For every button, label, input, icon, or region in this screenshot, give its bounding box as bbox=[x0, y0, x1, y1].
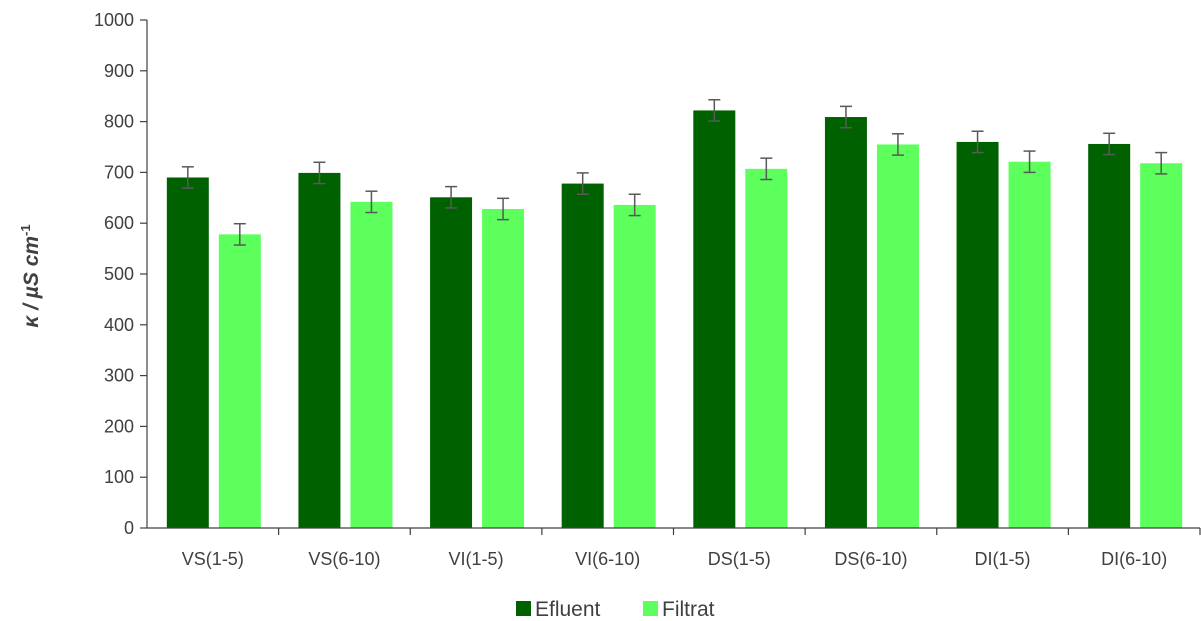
x-axis: VS(1-5) VS(6-10) VI(1-5) VI(6-10) DS(1-5) DS(… bbox=[147, 527, 1201, 569]
legend-swatch-filtrat bbox=[643, 601, 658, 616]
x-tick-label: DI(6-10) bbox=[1101, 549, 1167, 569]
x-tick-label: VI(6-10) bbox=[575, 549, 640, 569]
bar-efluent bbox=[166, 177, 209, 529]
y-axis-title: κ / µS cm-1 bbox=[18, 224, 43, 327]
y-tick-label: 100 bbox=[104, 467, 134, 487]
bar-filtrat bbox=[1008, 161, 1051, 528]
bar-filtrat bbox=[1140, 163, 1183, 529]
legend: Efluent Filtrat bbox=[516, 598, 715, 621]
bar-efluent bbox=[561, 183, 604, 529]
x-tick-label: DI(1-5) bbox=[975, 549, 1031, 569]
y-tick-label: 900 bbox=[104, 61, 134, 81]
bar-filtrat bbox=[876, 144, 919, 528]
x-tick-label: VS(6-10) bbox=[308, 549, 380, 569]
bar-filtrat bbox=[350, 201, 393, 528]
bar-filtrat bbox=[482, 208, 525, 528]
y-axis-title-main: κ / µS cm bbox=[20, 236, 43, 328]
bar-efluent bbox=[298, 172, 341, 528]
bar-filtrat bbox=[613, 204, 656, 529]
y-tick-label: 600 bbox=[104, 213, 134, 233]
x-tick-label: DS(6-10) bbox=[834, 549, 907, 569]
bar-efluent bbox=[693, 110, 736, 528]
y-tick-label: 700 bbox=[104, 162, 134, 182]
x-tick-label: VS(1-5) bbox=[182, 549, 244, 569]
legend-label-efluent: Efluent bbox=[535, 598, 601, 621]
y-tick-label: 0 bbox=[124, 518, 134, 538]
y-axis: 0 100 200 300 400 500 600 700 800 900 1000 bbox=[94, 10, 148, 538]
y-tick-label: 1000 bbox=[94, 10, 134, 30]
svg-text:κ / µS cm-1: κ / µS cm-1 bbox=[18, 224, 43, 327]
bars bbox=[166, 110, 1183, 529]
bar-efluent bbox=[824, 117, 867, 528]
legend-swatch-efluent bbox=[516, 601, 531, 616]
y-tick-label: 300 bbox=[104, 366, 134, 386]
y-tick-label: 200 bbox=[104, 416, 134, 436]
bar-efluent bbox=[430, 197, 473, 529]
bar-efluent bbox=[956, 141, 999, 529]
y-tick-label: 500 bbox=[104, 264, 134, 284]
error-bars bbox=[181, 99, 1168, 246]
x-tick-label: DS(1-5) bbox=[708, 549, 771, 569]
legend-label-filtrat: Filtrat bbox=[662, 598, 715, 621]
y-tick-label: 800 bbox=[104, 112, 134, 132]
bar-filtrat bbox=[745, 168, 788, 528]
y-axis-title-superscript: -1 bbox=[18, 224, 33, 236]
bar-efluent bbox=[1088, 143, 1131, 528]
x-tick-label: VI(1-5) bbox=[449, 549, 504, 569]
y-tick-label: 400 bbox=[104, 315, 134, 335]
bar-filtrat bbox=[218, 234, 261, 528]
